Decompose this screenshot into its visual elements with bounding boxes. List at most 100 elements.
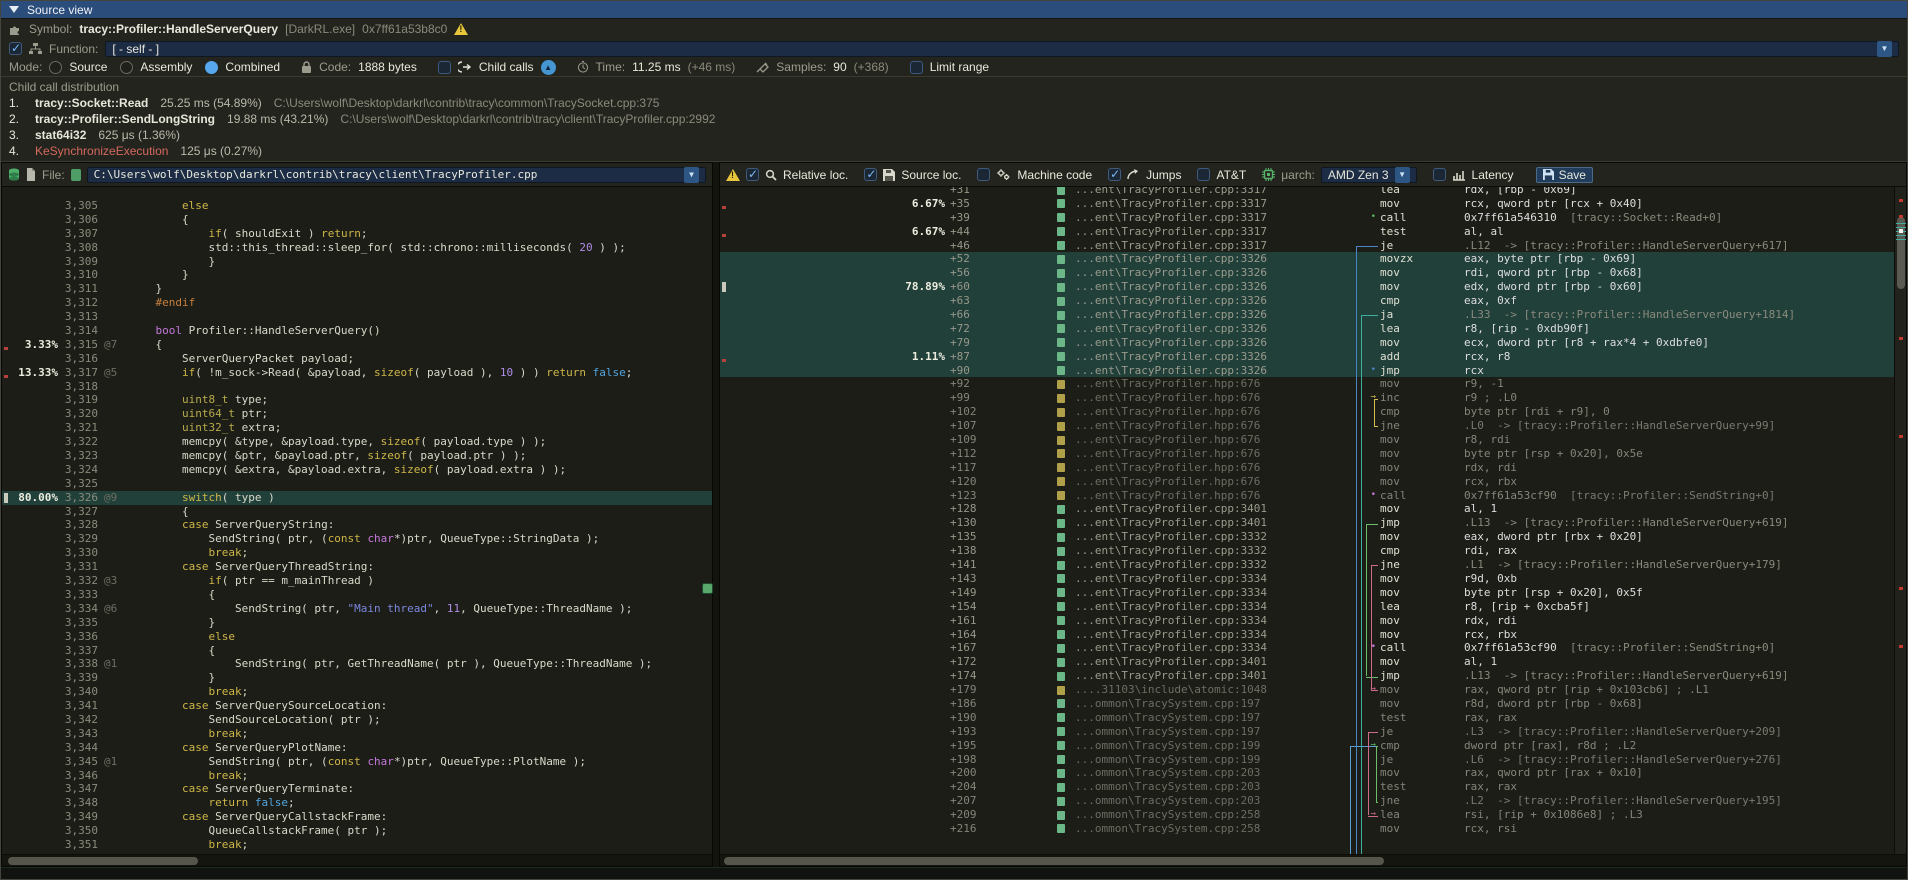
jumps-checkbox[interactable] [1108, 167, 1122, 181]
asm-source-location[interactable]: ...ent\TracyProfiler.cpp:3326 [1075, 349, 1268, 363]
source-hscroll-thumb[interactable] [8, 857, 198, 865]
asm-source-location[interactable]: ...ommon\TracySystem.cpp:203 [1075, 766, 1261, 780]
splitter-handle[interactable] [702, 583, 713, 594]
asm-line-135[interactable]: +135 ...ent\TracyProfiler.cpp:3332 mov eax,… [720, 530, 1906, 544]
asm-line-149[interactable]: +149 ...ent\TracyProfiler.cpp:3334 mov byte… [720, 586, 1906, 600]
asm-line-190[interactable]: +190 ...ommon\TracySystem.cpp:197 test rax,… [720, 711, 1906, 725]
title-bar[interactable]: Source view [1, 1, 1907, 18]
source-line-3320[interactable]: 3,320 uint64_t ptr; [2, 407, 712, 421]
asm-source-location[interactable]: ...ent\TracyProfiler.cpp:3326 [1075, 280, 1268, 294]
source-line-3340[interactable]: 3,340 break; [2, 685, 712, 699]
asm-source-location[interactable]: ...ent\TracyProfiler.hpp:676 [1075, 488, 1261, 502]
source-line-3305[interactable]: 3,305 else [2, 199, 712, 213]
source-line-3334[interactable]: 3,334 @6 SendString( ptr, "Main thread", … [2, 602, 712, 616]
source-line-3312[interactable]: 3,312 #endif [2, 296, 712, 310]
asm-line-193[interactable]: +193 ...ommon\TracySystem.cpp:197 je .L3 ->… [720, 725, 1906, 739]
file-dropdown-arrow[interactable]: ▼ [684, 166, 699, 183]
asm-line-164[interactable]: +164 ...ent\TracyProfiler.cpp:3334 mov rcx,… [720, 628, 1906, 642]
asm-source-location[interactable]: ...ent\TracyProfiler.cpp:3326 [1075, 308, 1268, 322]
source-line-3347[interactable]: 3,347 case ServerQueryTerminate: [2, 782, 712, 796]
asm-line-60[interactable]: 78.89% +60 ...ent\TracyProfiler.cpp:3326 mo… [720, 280, 1906, 295]
asm-source-location[interactable]: ...ent\TracyProfiler.cpp:3334 [1075, 585, 1268, 599]
asm-line-200[interactable]: +200 ...ommon\TracySystem.cpp:203 mov rax, … [720, 766, 1906, 780]
asm-source-location[interactable]: ...ommon\TracySystem.cpp:197 [1075, 696, 1261, 710]
asm-source-location[interactable]: ...ent\TracyProfiler.cpp:3334 [1075, 599, 1268, 613]
asm-line-128[interactable]: +128 ...ent\TracyProfiler.cpp:3401 mov al, … [720, 502, 1906, 516]
distribution-item[interactable]: 4. KeSynchronizeExecution 125 μs (0.27%) [9, 143, 1899, 159]
source-line-3341[interactable]: 3,341 case ServerQuerySourceLocation: [2, 699, 712, 713]
source-line-3317[interactable]: 13.33% 3,317 @5 if( !m_sock->Read( &payloa… [2, 366, 712, 380]
asm-line-120[interactable]: +120 ...ent\TracyProfiler.hpp:676 mov rcx, … [720, 475, 1906, 489]
source-line-3313[interactable]: 3,313 [2, 310, 712, 324]
asm-line-56[interactable]: +56 ...ent\TracyProfiler.cpp:3326 mov rdi, … [720, 266, 1906, 281]
asm-line-79[interactable]: +79 ...ent\TracyProfiler.cpp:3326 mov ecx, … [720, 335, 1906, 350]
asm-line-63[interactable]: +63 ...ent\TracyProfiler.cpp:3326 cmp eax, … [720, 294, 1906, 309]
asm-source-location[interactable]: ...ent\TracyProfiler.hpp:676 [1075, 446, 1261, 460]
asm-line-92[interactable]: +92 ...ent\TracyProfiler.hpp:676 mov r9, -1 [720, 377, 1906, 391]
asm-source-location[interactable]: ...ent\TracyProfiler.cpp:3332 [1075, 544, 1268, 558]
source-line-3350[interactable]: 3,350 QueueCallstackFrame( ptr ); [2, 824, 712, 838]
source-line-3346[interactable]: 3,346 break; [2, 769, 712, 783]
att-checkbox[interactable] [1197, 168, 1211, 181]
source-line-3314[interactable]: 3,314 bool Profiler::HandleServerQuery() [2, 324, 712, 338]
limit-range-label[interactable]: Limit range [929, 60, 990, 74]
child-calls-label[interactable]: Child calls [478, 60, 534, 74]
distribution-item[interactable]: 1. tracy::Socket::Read 25.25 ms (54.89%) C:… [9, 95, 1899, 111]
asm-line-35[interactable]: 6.67% +35 ...ent\TracyProfiler.cpp:3317 mov… [720, 197, 1906, 211]
asm-source-location[interactable]: ...ent\TracyProfiler.hpp:676 [1075, 474, 1261, 488]
radio-source[interactable] [49, 60, 63, 74]
asm-line-87[interactable]: 1.11% +87 ...ent\TracyProfiler.cpp:3326 add… [720, 349, 1906, 364]
asm-source-location[interactable]: ...ent\TracyProfiler.hpp:676 [1075, 377, 1261, 391]
asm-line-46[interactable]: +46 ...ent\TracyProfiler.cpp:3317 je .L12 -… [720, 239, 1906, 253]
asm-line-90[interactable]: +90 ...ent\TracyProfiler.cpp:3326 • jmp rcx [720, 363, 1906, 378]
source-line-3332[interactable]: 3,332 @3 if( ptr == m_mainThread ) [2, 574, 712, 588]
asm-source-location[interactable]: ...ent\TracyProfiler.cpp:3401 [1075, 502, 1268, 516]
asm-line-186[interactable]: +186 ...ommon\TracySystem.cpp:197 mov r8d, … [720, 697, 1906, 711]
asm-line-44[interactable]: 6.67% +44 ...ent\TracyProfiler.cpp:3317 tes… [720, 225, 1906, 239]
asm-line-109[interactable]: +109 ...ent\TracyProfiler.hpp:676 mov r8, r… [720, 433, 1906, 447]
source-line-3330[interactable]: 3,330 break; [2, 546, 712, 560]
asm-line-99[interactable]: +99 ...ent\TracyProfiler.hpp:676 → inc r9 ; … [720, 391, 1906, 405]
asm-line-161[interactable]: +161 ...ent\TracyProfiler.cpp:3334 mov rdx,… [720, 614, 1906, 628]
source-line-3309[interactable]: 3,309 } [2, 255, 712, 269]
source-line-3336[interactable]: 3,336 else [2, 630, 712, 644]
asm-line-112[interactable]: +112 ...ent\TracyProfiler.hpp:676 mov byte … [720, 447, 1906, 461]
asm-line-117[interactable]: +117 ...ent\TracyProfiler.hpp:676 mov rdx, … [720, 461, 1906, 475]
asm-source-location[interactable]: ...ommon\TracySystem.cpp:203 [1075, 780, 1261, 794]
source-loc-label[interactable]: Source loc. [901, 167, 962, 182]
asm-source-location[interactable]: ...ent\TracyProfiler.cpp:3334 [1075, 627, 1268, 641]
source-line-3349[interactable]: 3,349 case ServerQueryCallstackFrame: [2, 810, 712, 824]
source-line-3344[interactable]: 3,344 case ServerQueryPlotName: [2, 741, 712, 755]
asm-source-location[interactable]: ...ent\TracyProfiler.cpp:3334 [1075, 641, 1268, 655]
source-line-3315[interactable]: 3.33% 3,315 @7 { [2, 338, 712, 352]
asm-line-138[interactable]: +138 ...ent\TracyProfiler.cpp:3332 cmp rdi,… [720, 544, 1906, 558]
assembly-area[interactable]: +31 ...ent\TracyProfiler.cpp:3317 lea rdx, … [720, 187, 1906, 854]
function-dropdown-arrow[interactable]: ▼ [1877, 40, 1892, 57]
source-line-3339[interactable]: 3,339 } [2, 671, 712, 685]
radio-assembly[interactable] [120, 60, 134, 74]
source-line-3311[interactable]: 3,311 } [2, 282, 712, 296]
source-line-3318[interactable]: 3,318 [2, 380, 712, 394]
asm-source-location[interactable]: ...ent\TracyProfiler.hpp:676 [1075, 405, 1261, 419]
source-loc-checkbox[interactable] [864, 167, 878, 181]
asm-source-location[interactable]: ...ent\TracyProfiler.cpp:3334 [1075, 613, 1268, 627]
asm-source-location[interactable]: ...ommon\TracySystem.cpp:199 [1075, 738, 1261, 752]
asm-line-198[interactable]: +198 ...ommon\TracySystem.cpp:199 je .L6 ->… [720, 753, 1906, 767]
machine-code-checkbox[interactable] [977, 168, 991, 181]
asm-line-174[interactable]: +174 ...ent\TracyProfiler.cpp:3401 jmp .L13… [720, 669, 1906, 683]
source-line-3323[interactable]: 3,323 memcpy( &ptr, &payload.ptr, sizeof… [2, 449, 712, 463]
asm-line-167[interactable]: +167 ...ent\TracyProfiler.cpp:3334 • call 0x… [720, 641, 1906, 655]
asm-line-179[interactable]: +179 ....31103\include\atomic:1048 → mov rax… [720, 683, 1906, 697]
asm-line-72[interactable]: +72 ...ent\TracyProfiler.cpp:3326 lea r8, [… [720, 321, 1906, 336]
assembly-vscrollbar[interactable] [1894, 187, 1906, 854]
assembly-vscroll-thumb[interactable] [1897, 217, 1905, 289]
asm-line-102[interactable]: +102 ...ent\TracyProfiler.hpp:676 cmp byte … [720, 405, 1906, 419]
asm-source-location[interactable]: ...ent\TracyProfiler.cpp:3317 [1075, 196, 1268, 210]
asm-line-216[interactable]: +216 ...ommon\TracySystem.cpp:258 mov rcx, … [720, 822, 1906, 836]
source-line-3343[interactable]: 3,343 break; [2, 727, 712, 741]
source-line-3316[interactable]: 3,316 ServerQueryPacket payload; [2, 352, 712, 366]
radio-source-label[interactable]: Source [69, 60, 108, 74]
radio-combined-label[interactable]: Combined [225, 60, 281, 74]
pane-splitter[interactable] [713, 162, 719, 867]
asm-line-107[interactable]: +107 ...ent\TracyProfiler.hpp:676 jne .L0 -… [720, 419, 1906, 433]
